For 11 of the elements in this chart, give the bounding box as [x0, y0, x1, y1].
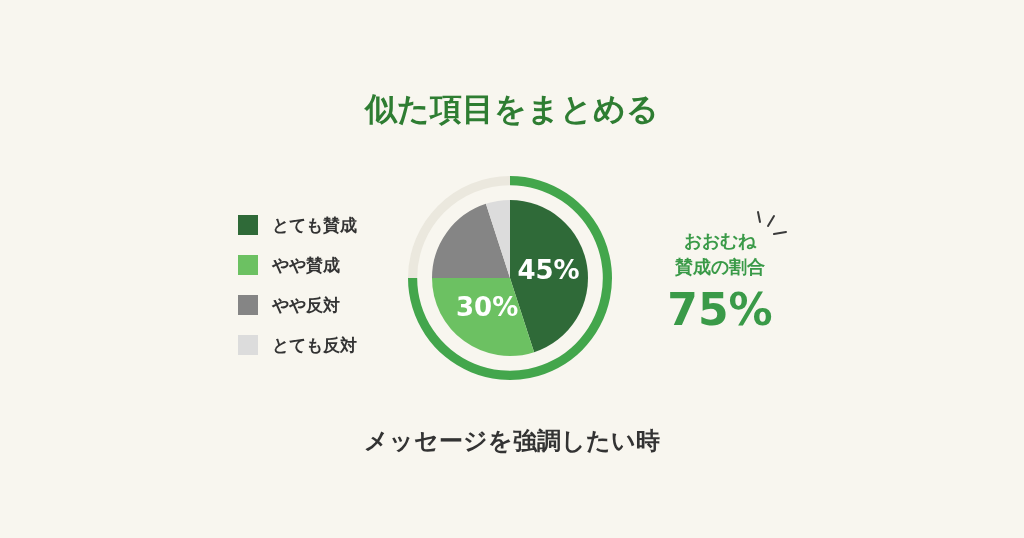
text: 75% [666, 284, 774, 335]
data-label: 30% [455, 292, 519, 323]
legend-label: とても反対 [271, 333, 357, 357]
text: おおむね [683, 229, 758, 253]
legend-label: とても賛成 [271, 213, 357, 237]
legend-label: やや賛成 [271, 253, 341, 277]
text: 賛成の割合 [674, 255, 766, 279]
data-label: 45% [517, 254, 580, 285]
legend-label: やや反対 [271, 293, 341, 317]
text: メッセージを強調したい時 [363, 426, 661, 457]
chart-title: 似た項目をまとめる [363, 89, 660, 130]
